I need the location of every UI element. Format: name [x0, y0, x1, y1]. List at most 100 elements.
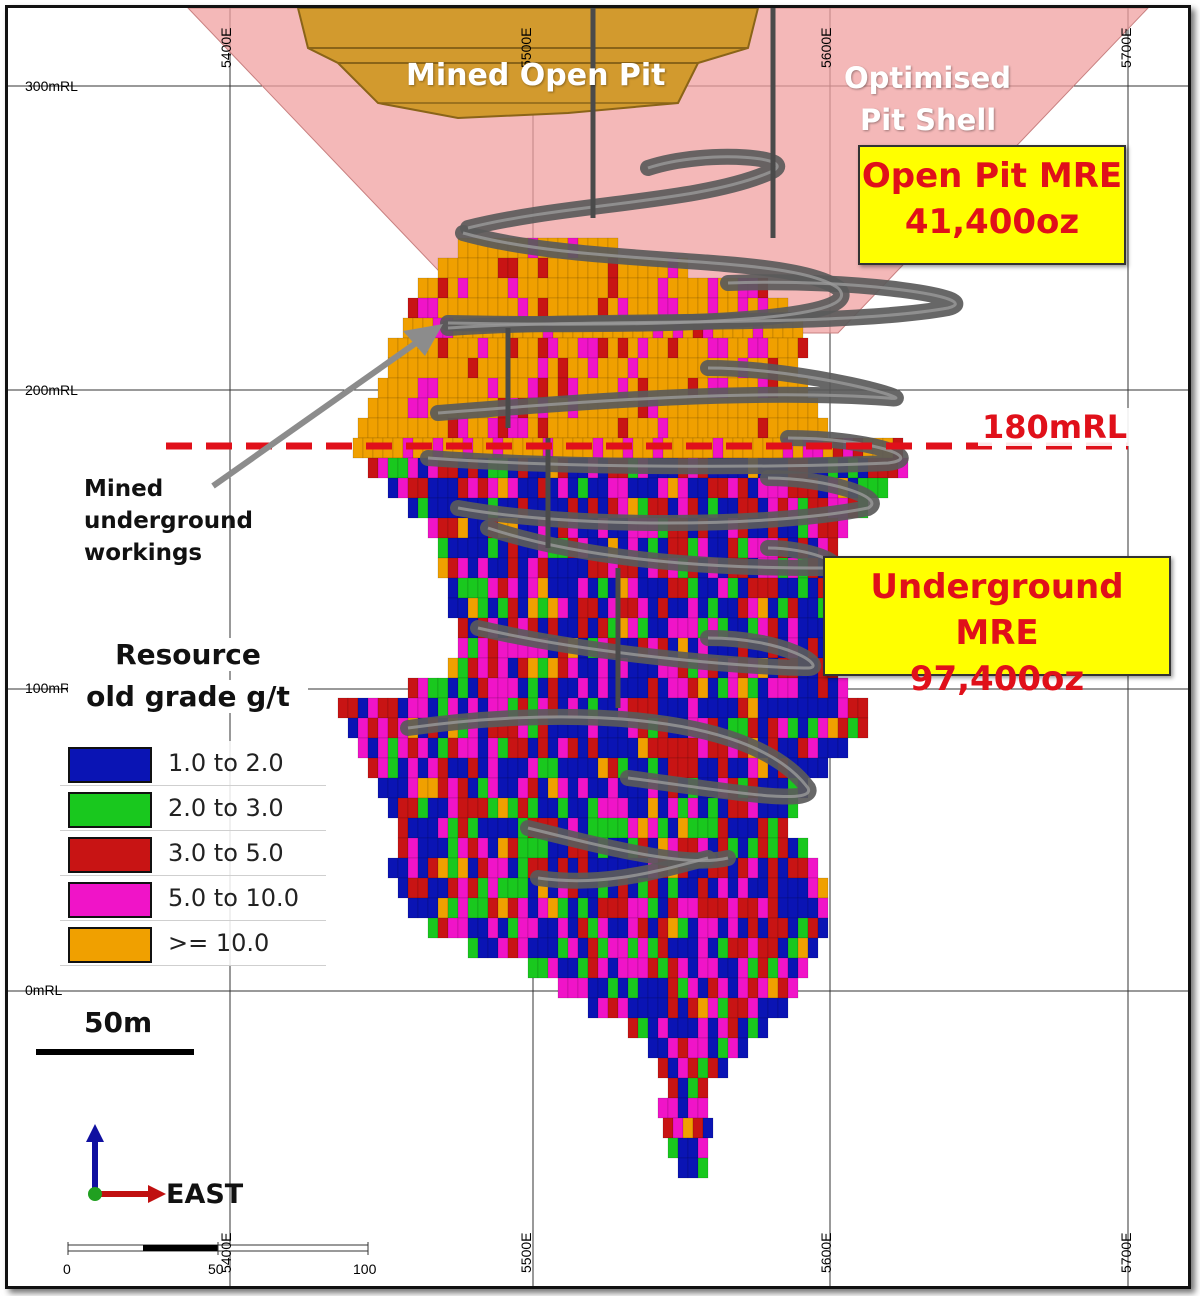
resource-block — [437, 877, 449, 899]
resource-block — [527, 677, 539, 699]
resource-block — [637, 797, 649, 819]
resource-block — [457, 637, 469, 659]
resource-block — [517, 257, 529, 279]
scale-50m-label: 50m — [84, 1006, 153, 1039]
resource-block — [537, 257, 549, 279]
resource-block — [487, 897, 499, 919]
resource-block — [697, 1137, 709, 1159]
resource-block — [427, 477, 439, 499]
resource-block — [437, 517, 449, 539]
resource-block — [677, 417, 689, 439]
resource-block — [527, 757, 539, 779]
resource-block — [687, 337, 699, 359]
resource-block — [457, 357, 469, 379]
resource-block — [607, 917, 619, 939]
resource-block — [557, 377, 569, 399]
resource-block — [427, 297, 439, 319]
resource-block — [487, 257, 499, 279]
resource-block — [807, 717, 819, 739]
resource-block — [447, 657, 459, 679]
resource-block — [477, 917, 489, 939]
scale-ruler — [67, 1242, 369, 1255]
resource-block — [597, 277, 609, 299]
resource-block — [627, 1017, 639, 1039]
resource-block — [697, 797, 709, 819]
resource-block — [537, 657, 549, 679]
resource-block — [617, 817, 629, 839]
resource-block — [437, 837, 449, 859]
resource-block — [507, 677, 519, 699]
resource-block — [787, 877, 799, 899]
resource-block — [637, 277, 649, 299]
resource-block — [377, 697, 389, 719]
resource-block — [727, 937, 739, 959]
resource-block — [627, 897, 639, 919]
resource-block — [807, 897, 819, 919]
resource-block — [697, 877, 709, 899]
resource-block — [517, 577, 529, 599]
resource-block — [487, 337, 499, 359]
resource-block — [507, 877, 519, 899]
resource-block — [567, 917, 579, 939]
resource-block — [727, 597, 739, 619]
resource-block — [517, 777, 529, 799]
resource-block — [767, 417, 779, 439]
resource-block — [457, 577, 469, 599]
resource-block — [447, 777, 459, 799]
resource-block — [577, 597, 589, 619]
legend-swatch-3-5 — [68, 837, 152, 873]
decline-highlight — [467, 155, 779, 230]
resource-block — [477, 897, 489, 919]
resource-block — [677, 1097, 689, 1119]
resource-block — [467, 517, 479, 539]
resource-block — [477, 577, 489, 599]
resource-block — [727, 817, 739, 839]
resource-block — [427, 377, 439, 399]
resource-block — [477, 657, 489, 679]
resource-block — [687, 1037, 699, 1059]
resource-block — [587, 657, 599, 679]
resource-block — [527, 477, 539, 499]
resource-block — [787, 897, 799, 919]
resource-block — [357, 737, 369, 759]
resource-block — [677, 977, 689, 999]
resource-block — [387, 477, 399, 499]
resource-block — [767, 677, 779, 699]
resource-block — [697, 757, 709, 779]
resource-block — [677, 797, 689, 819]
resource-block — [817, 917, 829, 939]
resource-block — [717, 697, 729, 719]
resource-block — [677, 937, 689, 959]
resource-block — [657, 1037, 669, 1059]
resource-block — [687, 897, 699, 919]
resource-block — [757, 857, 769, 879]
resource-block — [767, 857, 779, 879]
resource-block — [457, 897, 469, 919]
resource-block — [537, 337, 549, 359]
resource-block — [647, 957, 659, 979]
resource-block — [607, 797, 619, 819]
resource-block — [477, 597, 489, 619]
resource-block — [457, 417, 469, 439]
resource-block — [627, 617, 639, 639]
resource-block — [657, 277, 669, 299]
resource-block — [747, 537, 759, 559]
resource-block — [517, 657, 529, 679]
resource-block — [717, 1037, 729, 1059]
resource-block — [737, 1017, 749, 1039]
resource-block — [437, 817, 449, 839]
resource-block — [537, 297, 549, 319]
resource-block — [467, 657, 479, 679]
legend-swatch-1-2 — [68, 747, 152, 783]
resource-block — [747, 577, 759, 599]
resource-block — [777, 997, 789, 1019]
resource-block — [477, 877, 489, 899]
resource-block — [607, 337, 619, 359]
resource-block — [687, 1137, 699, 1159]
resource-block — [547, 757, 559, 779]
resource-block — [727, 697, 739, 719]
resource-block — [807, 857, 819, 879]
mined-ug-label-2: underground — [84, 508, 253, 534]
resource-block — [607, 937, 619, 959]
resource-block — [437, 497, 449, 519]
